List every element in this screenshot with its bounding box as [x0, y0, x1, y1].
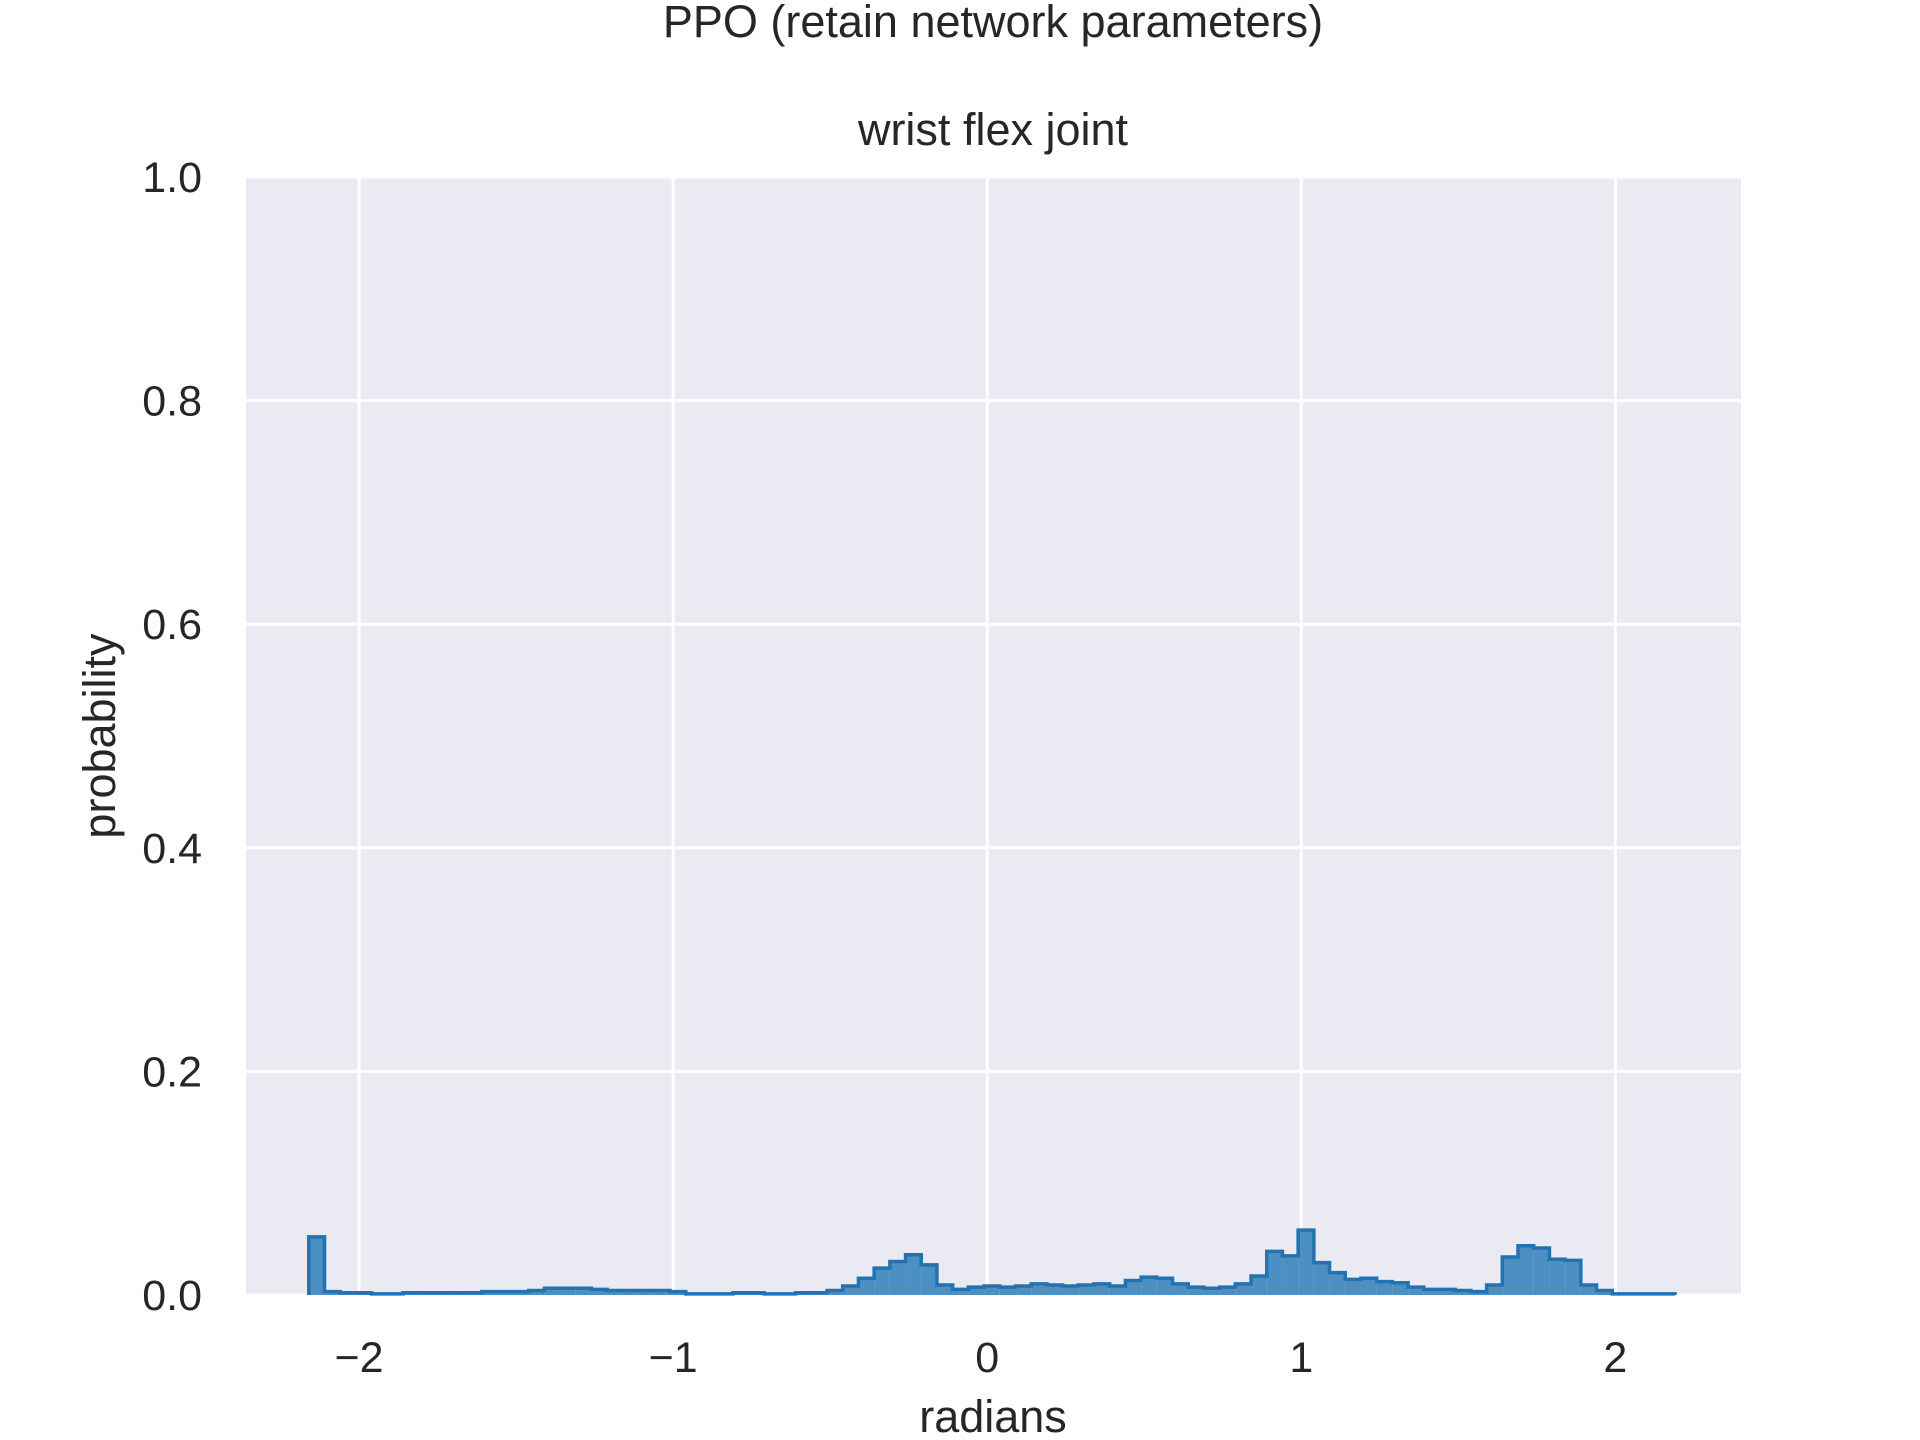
x-tick-label-4: 2	[1603, 1334, 1627, 1382]
hist-bar-77	[1518, 1245, 1534, 1295]
hist-bar-21	[638, 1290, 655, 1295]
hist-bar-40	[936, 1284, 953, 1295]
x-tick-label-1: −1	[649, 1334, 698, 1382]
x-tick-label-2: 0	[975, 1334, 999, 1382]
hist-bar-61	[1266, 1251, 1283, 1295]
y-axis-ticks: 0.0 0.2 0.4 0.6 0.8 1.0	[142, 154, 202, 1320]
hist-bar-17	[575, 1288, 592, 1295]
hist-bar-59	[1235, 1283, 1252, 1295]
x-axis-ticks: −2 −1 0 1 2	[335, 1334, 1628, 1382]
hist-bar-16	[560, 1288, 576, 1295]
hist-bar-52	[1125, 1280, 1142, 1295]
hist-bar-54	[1156, 1278, 1173, 1295]
hist-bar-38	[905, 1254, 922, 1295]
histogram-outline	[307, 1228, 1677, 1296]
hist-bar-65	[1329, 1272, 1346, 1295]
hist-bar-80	[1565, 1260, 1581, 1295]
hist-bar-49	[1078, 1284, 1095, 1295]
hist-bar-46	[1031, 1283, 1047, 1295]
y-axis-label: probability	[74, 633, 125, 839]
hist-bar-75	[1486, 1284, 1503, 1295]
hist-bar-76	[1502, 1256, 1519, 1295]
hist-bar-58	[1219, 1287, 1236, 1295]
hist-bar-73	[1455, 1290, 1471, 1295]
hist-bar-34	[842, 1286, 859, 1295]
hist-bar-35	[858, 1278, 875, 1295]
hist-bar-15	[544, 1288, 561, 1295]
hist-bar-79	[1549, 1259, 1566, 1295]
hist-bar-50	[1094, 1283, 1110, 1295]
hist-bar-41	[952, 1289, 969, 1295]
hist-bar-60	[1251, 1275, 1267, 1295]
y-tick-label-3: 0.6	[142, 601, 202, 649]
plot-area	[246, 177, 1741, 1295]
y-tick-label-1: 0.2	[142, 1048, 202, 1096]
hist-bar-66	[1345, 1279, 1361, 1295]
x-tick-label-3: 1	[1289, 1334, 1313, 1382]
hist-bar-67	[1360, 1278, 1377, 1295]
hist-bar-82	[1596, 1290, 1613, 1295]
hist-bar-57	[1203, 1288, 1220, 1295]
hist-bar-70	[1408, 1287, 1424, 1295]
hist-bar-22	[654, 1290, 671, 1295]
hist-bar-71	[1423, 1289, 1440, 1295]
hist-bar-0	[308, 1236, 325, 1295]
hist-bar-45	[1015, 1286, 1032, 1295]
hist-bar-14	[528, 1290, 545, 1295]
hist-bar-62	[1282, 1255, 1299, 1295]
hist-bar-64	[1313, 1262, 1330, 1295]
y-tick-label-5: 1.0	[142, 154, 202, 202]
hist-bar-42	[968, 1287, 985, 1295]
hist-bar-81	[1580, 1284, 1597, 1295]
hist-bar-72	[1439, 1289, 1456, 1295]
hist-bar-39	[921, 1264, 937, 1295]
hist-bar-68	[1376, 1281, 1393, 1295]
chart-subtitle: wrist flex joint	[857, 104, 1129, 155]
hist-bar-44	[999, 1287, 1016, 1295]
hist-bar-63	[1298, 1230, 1314, 1295]
hist-bar-53	[1141, 1277, 1157, 1295]
hist-bar-33	[827, 1290, 843, 1295]
hist-bar-43	[984, 1286, 1000, 1295]
hist-bar-18	[591, 1289, 608, 1295]
chart-title: PPO (retain network parameters)	[663, 0, 1323, 47]
y-tick-label-0: 0.0	[142, 1272, 202, 1320]
hist-bar-56	[1188, 1287, 1204, 1295]
x-tick-label-0: −2	[335, 1334, 384, 1382]
hist-bar-37	[889, 1261, 906, 1295]
hist-bar-51	[1109, 1286, 1126, 1295]
hist-bar-47	[1046, 1284, 1063, 1295]
hist-bar-69	[1392, 1282, 1409, 1295]
y-tick-label-4: 0.8	[142, 378, 202, 426]
hist-bar-48	[1062, 1286, 1079, 1295]
hist-bar-36	[874, 1268, 890, 1295]
hist-bar-19	[607, 1290, 623, 1295]
x-axis-label: radians	[919, 1391, 1067, 1440]
hist-bar-20	[622, 1290, 639, 1295]
hist-bar-78	[1533, 1248, 1550, 1295]
y-tick-label-2: 0.4	[142, 825, 202, 873]
hist-bar-55	[1172, 1283, 1189, 1295]
